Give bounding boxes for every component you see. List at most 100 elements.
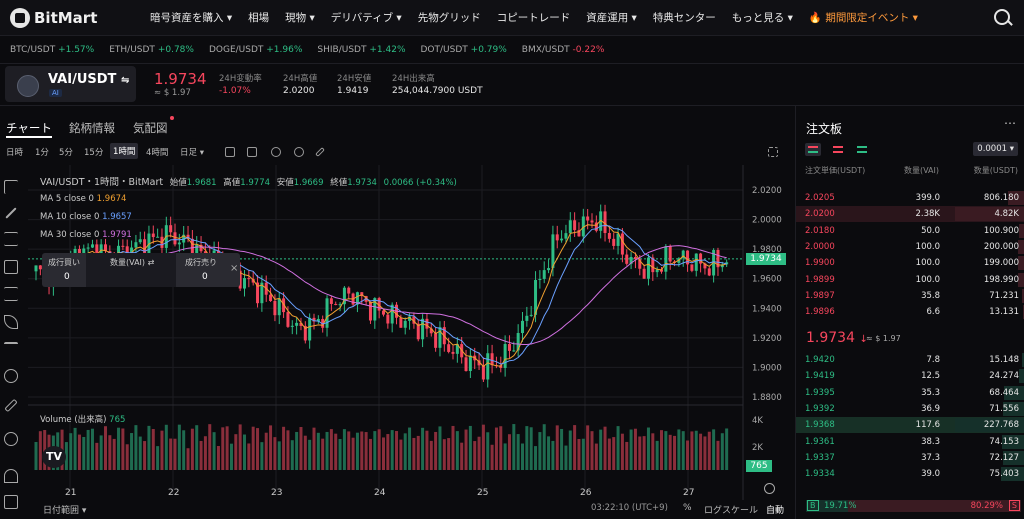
- text-icon[interactable]: [4, 342, 18, 356]
- nav-item-7[interactable]: 特典センター: [652, 12, 716, 24]
- ask-row[interactable]: 2.0000 100.0 200.000: [796, 239, 1024, 255]
- magnet-icon[interactable]: [4, 469, 18, 483]
- interval-1h[interactable]: 1時間: [110, 143, 139, 159]
- search-icon[interactable]: [994, 9, 1010, 25]
- chart-settings-icon[interactable]: [764, 483, 775, 494]
- ticker-item[interactable]: DOT/USDT +0.79%: [421, 45, 507, 55]
- ticker-symbol: SHIB/USDT: [317, 44, 367, 55]
- ticker-item[interactable]: SHIB/USDT +1.42%: [317, 45, 405, 55]
- pattern-icon[interactable]: [4, 260, 18, 274]
- brush-icon[interactable]: [4, 315, 18, 329]
- precision-select[interactable]: 0.0001 ▾: [973, 142, 1018, 156]
- bid-row[interactable]: 1.9368 117.6 227.768: [796, 417, 1024, 434]
- candle-body: [121, 245, 125, 247]
- settings-icon[interactable]: [294, 147, 304, 157]
- zoom-icon[interactable]: [4, 432, 18, 446]
- candle-type-icon[interactable]: [225, 147, 235, 157]
- ticker-item[interactable]: DOGE/USDT +1.96%: [209, 45, 302, 55]
- emoji-icon[interactable]: [4, 369, 18, 383]
- ma5-line: [53, 219, 727, 368]
- bid-row[interactable]: 1.9420 7.8 15.148: [796, 352, 1024, 368]
- pair-selector[interactable]: VAI/USDT ⇋ AI: [5, 66, 136, 102]
- nav-item-2[interactable]: 現物 ▾: [285, 12, 315, 24]
- depth-bar: [1001, 467, 1024, 482]
- nav-item-4[interactable]: 先物グリッド: [417, 12, 481, 24]
- ticker-item[interactable]: BMX/USDT -0.22%: [522, 45, 605, 55]
- candle-body: [633, 256, 637, 260]
- fullscreen-icon[interactable]: [768, 147, 778, 157]
- ticker-item[interactable]: ETH/USDT +0.78%: [109, 45, 194, 55]
- bitmart-logo-icon: [10, 7, 30, 28]
- fib-icon[interactable]: [4, 287, 18, 301]
- logo-text: BitMart: [34, 8, 98, 27]
- nav-item-0[interactable]: 暗号資産を購入 ▾: [150, 12, 233, 24]
- indicator-icon[interactable]: [247, 147, 257, 157]
- ask-row[interactable]: 1.9896 6.6 13.131: [796, 304, 1024, 320]
- ticker-item[interactable]: BTC/USDT +1.57%: [10, 45, 94, 55]
- interval-day[interactable]: 日足 ▾: [180, 148, 204, 158]
- bid-row[interactable]: 1.9419 12.5 24.274: [796, 368, 1024, 384]
- ask-row[interactable]: 1.9900 100.0 199.000: [796, 255, 1024, 271]
- stat-label-low: 24H安値: [337, 74, 372, 84]
- nav-item-8[interactable]: もっと見る ▾: [731, 12, 793, 24]
- camera-icon[interactable]: [271, 147, 281, 157]
- qty-input[interactable]: [86, 253, 176, 287]
- more-icon[interactable]: ⋯: [1004, 116, 1016, 130]
- auto-scale-toggle[interactable]: 自動: [766, 506, 785, 516]
- view-both-icon[interactable]: [805, 143, 821, 156]
- ask-row[interactable]: 1.9899 100.0 198.990: [796, 272, 1024, 288]
- lock-icon[interactable]: [4, 495, 18, 509]
- bid-qty: 38.3: [921, 436, 940, 447]
- bid-row[interactable]: 1.9392 36.9 71.556: [796, 401, 1024, 417]
- price-chart[interactable]: 2.0200 2.0000 1.9800 1.9600 1.9400 1.9200 1.90…: [28, 165, 790, 507]
- bid-row[interactable]: 1.9395 35.3 68.464: [796, 385, 1024, 401]
- percent-toggle[interactable]: %: [683, 503, 692, 513]
- pencil-icon[interactable]: [315, 147, 325, 157]
- view-asks-icon[interactable]: [830, 143, 846, 156]
- volume-bar: [360, 431, 364, 470]
- tab-info[interactable]: 銘柄情報: [69, 121, 115, 135]
- ask-row[interactable]: 2.0205 399.0 806.180: [796, 190, 1024, 206]
- hline-icon[interactable]: [4, 232, 18, 246]
- candle-body: [408, 316, 412, 321]
- interval-5m[interactable]: 5分: [59, 148, 73, 158]
- nav-item-5[interactable]: コピートレード: [496, 12, 571, 24]
- volume-bar: [620, 433, 624, 470]
- market-sell-label[interactable]: 成行売り: [185, 258, 217, 267]
- ask-row[interactable]: 2.0200 2.38K 4.82K: [796, 206, 1024, 223]
- bid-row[interactable]: 1.9361 38.3 74.153: [796, 434, 1024, 450]
- trendline-icon[interactable]: [5, 207, 17, 219]
- tab-depth[interactable]: 気配図: [133, 121, 168, 135]
- candle-body: [334, 303, 338, 305]
- candle-body: [642, 268, 646, 279]
- log-scale-toggle[interactable]: ログスケール: [704, 506, 759, 516]
- nav-item-6[interactable]: 資産運用 ▾: [586, 12, 637, 24]
- interval-time[interactable]: 日時: [6, 148, 24, 158]
- interval-4h[interactable]: 4時間: [146, 148, 169, 158]
- date-range-button[interactable]: 日付範囲 ▾: [43, 506, 87, 516]
- candle-body: [521, 320, 524, 334]
- bitmart-logo[interactable]: BitMart: [10, 7, 120, 28]
- ask-row[interactable]: 2.0180 50.0 100.900: [796, 223, 1024, 239]
- ruler-icon[interactable]: [4, 398, 18, 413]
- tradingview-logo-icon[interactable]: TV: [42, 446, 66, 468]
- candle-body: [368, 301, 372, 321]
- crosshair-icon[interactable]: [4, 180, 18, 194]
- y-tick-label: 1.9800: [752, 245, 782, 255]
- ask-row[interactable]: 1.9897 35.8 71.231: [796, 288, 1024, 304]
- nav-item-9[interactable]: 🔥 期間限定イベント ▾: [808, 12, 918, 24]
- candle-body: [177, 242, 181, 245]
- view-bids-icon[interactable]: [854, 143, 870, 156]
- bid-row[interactable]: 1.9334 39.0 75.403: [796, 466, 1024, 482]
- candle-body: [251, 279, 255, 283]
- nav-item-3[interactable]: デリバティブ ▾: [330, 12, 402, 24]
- nav-item-1[interactable]: 相場: [248, 12, 270, 24]
- interval-1m[interactable]: 1分: [35, 148, 49, 158]
- tab-chart[interactable]: チャート: [6, 121, 52, 135]
- candle-body: [564, 233, 568, 239]
- candle-body: [199, 244, 203, 252]
- close-icon[interactable]: ×: [230, 263, 239, 274]
- market-buy-label[interactable]: 成行買い: [48, 258, 80, 267]
- interval-15m[interactable]: 15分: [84, 148, 104, 158]
- bid-row[interactable]: 1.9337 37.3 72.127: [796, 450, 1024, 466]
